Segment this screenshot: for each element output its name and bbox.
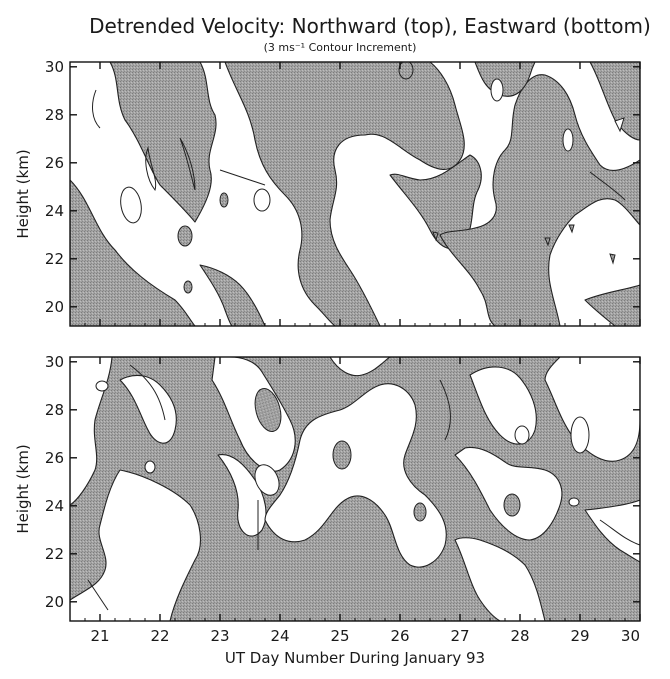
- eastward-x-tick-label: 25: [330, 627, 349, 645]
- eastward-x-tick-label: 23: [210, 627, 229, 645]
- chart-title: Detrended Velocity: Northward (top), Eas…: [89, 14, 651, 38]
- eastward-unshaded-region: [211, 357, 296, 472]
- eastward-unshaded-region: [217, 454, 267, 537]
- northward-shaded-region: [474, 62, 536, 97]
- northward-contour-line: [219, 169, 266, 186]
- eastward-y-tick-label: 26: [45, 449, 64, 467]
- eastward-contour-island: [144, 460, 156, 474]
- eastward-contour-line: [129, 364, 166, 421]
- eastward-contour-island: [95, 380, 109, 392]
- northward-shaded-region: [109, 62, 217, 223]
- eastward-y-tick-label: 28: [45, 401, 64, 419]
- eastward-x-axis: 21 22 23 24 25 26 27 28 29 30: [84, 357, 641, 645]
- northward-shaded-region: [439, 74, 640, 326]
- northward-contour-fill: [70, 62, 640, 326]
- eastward-unshaded-region: [119, 374, 177, 444]
- northward-y-axis-label: Height (km): [14, 149, 32, 238]
- northward-contour-island: [120, 186, 142, 224]
- eastward-contour-line: [599, 519, 640, 546]
- eastward-x-tick-label: 21: [90, 627, 109, 645]
- eastward-unshaded-region: [264, 383, 447, 568]
- eastward-contour-island: [254, 464, 280, 496]
- northward-y-tick-label: 22: [45, 250, 64, 268]
- northward-contour-spot: [183, 280, 193, 294]
- eastward-contour-island: [568, 497, 580, 507]
- northward-contour-line: [92, 89, 101, 129]
- northward-contour-line: [145, 146, 157, 192]
- eastward-contour-spot: [332, 440, 352, 470]
- eastward-x-tick-label: 29: [570, 627, 589, 645]
- northward-y-tick-label: 28: [45, 106, 64, 124]
- northward-shaded-region: [224, 62, 465, 326]
- northward-y-tick-label: 30: [45, 58, 64, 76]
- chart-subtitle: (3 ms⁻¹ Contour Increment): [264, 41, 417, 54]
- eastward-x-tick-label: 27: [450, 627, 469, 645]
- northward-contour-spot: [609, 253, 616, 265]
- eastward-x-tick-label: 30: [621, 627, 640, 645]
- northward-contour-island: [562, 128, 574, 152]
- eastward-y-tick-label: 30: [45, 353, 64, 371]
- northward-contour-island: [253, 188, 271, 212]
- northward-y-tick-label: 26: [45, 154, 64, 172]
- eastward-unshaded-region: [584, 499, 640, 563]
- northward-contour-island: [490, 78, 504, 102]
- eastward-x-tick-label: 26: [390, 627, 409, 645]
- eastward-contour-island: [514, 425, 530, 445]
- eastward-panel: 20 22 24 26 28 30 21 22 23 24 25 26 27 28 29 30: [45, 353, 641, 645]
- northward-y-tick-label: 20: [45, 298, 64, 316]
- northward-shaded-region: [70, 179, 196, 326]
- northward-contour-spot: [398, 62, 414, 80]
- eastward-contour-line: [87, 579, 109, 611]
- eastward-unshaded-region: [469, 366, 537, 445]
- eastward-y-axis: 20 22 24 26 28 30: [45, 353, 640, 611]
- eastward-y-tick-label: 20: [45, 593, 64, 611]
- eastward-y-tick-label: 22: [45, 545, 64, 563]
- x-axis-label: UT Day Number During January 93: [225, 649, 485, 667]
- northward-y-axis: 20 22 24 26 28 30: [45, 58, 640, 316]
- eastward-x-tick-label: 24: [270, 627, 289, 645]
- northward-panel: 20 22 24 26 28 30: [45, 58, 641, 327]
- eastward-unshaded-region: [454, 446, 563, 541]
- eastward-contour-fill: [70, 357, 640, 621]
- eastward-y-axis-label: Height (km): [14, 444, 32, 533]
- northward-shaded-region: [584, 284, 640, 326]
- northward-shaded-region: [389, 154, 482, 250]
- eastward-x-tick-label: 28: [510, 627, 529, 645]
- northward-contour-spot: [568, 224, 575, 234]
- eastward-y-tick-label: 24: [45, 497, 64, 515]
- eastward-contour-island: [570, 416, 590, 454]
- eastward-x-tick-label: 22: [150, 627, 169, 645]
- eastward-contour-spot: [254, 388, 282, 432]
- northward-shaded-region: [199, 264, 266, 326]
- eastward-contour-spot: [413, 502, 427, 522]
- eastward-unshaded-region: [454, 537, 546, 621]
- eastward-unshaded-region: [70, 469, 201, 621]
- northward-contour-spot: [544, 237, 551, 247]
- northward-contour-line: [589, 171, 626, 201]
- eastward-unshaded-region: [544, 357, 640, 462]
- northward-contour-spot: [219, 192, 229, 208]
- northward-contour-line: [179, 137, 196, 191]
- northward-contour-spot: [177, 225, 193, 247]
- northward-x-axis: [84, 62, 641, 326]
- northward-y-tick-label: 24: [45, 202, 64, 220]
- eastward-contour-spot: [503, 493, 521, 517]
- northward-contour-spot: [432, 231, 439, 242]
- eastward-contour-line: [439, 379, 451, 441]
- northward-contour-island: [614, 117, 625, 133]
- northward-shaded-region: [589, 62, 640, 141]
- eastward-unshaded-region: [329, 357, 391, 377]
